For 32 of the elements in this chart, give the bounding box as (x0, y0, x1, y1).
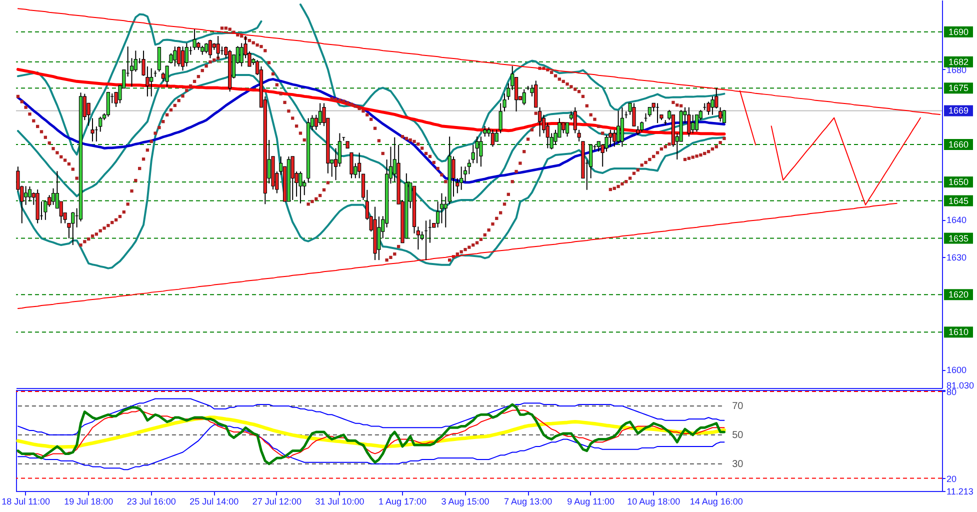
y-tick-label: 1600 (946, 365, 967, 376)
x-tick-label: 27 Jul 12:00 (252, 496, 302, 506)
ref-line-label: 1650 (948, 176, 969, 187)
ref-line-label: 1620 (948, 290, 969, 300)
x-tick-label: 19 Jul 18:00 (64, 496, 114, 506)
ref-line-label: 1635 (948, 233, 969, 244)
x-tick-label: 1 Aug 17:00 (378, 496, 427, 506)
ref-line-label: 1690 (948, 26, 969, 37)
y-tick-label: 11.213 (946, 486, 974, 496)
ref-line-label: 70 (732, 400, 744, 412)
x-tick-label: 3 Aug 15:00 (441, 496, 490, 506)
x-tick-label: 25 Jul 14:00 (190, 496, 239, 506)
x-tick-label: 23 Jul 16:00 (126, 496, 176, 506)
y-tick-label: 1640 (946, 215, 967, 226)
y-tick-label: 81.030 (946, 380, 974, 390)
y-tick-label: 20 (946, 474, 957, 484)
x-tick-label: 14 Aug 16:00 (690, 496, 743, 506)
ref-line-label: 1669 (948, 106, 969, 116)
y-tick-label: 1680 (946, 64, 967, 75)
ref-line-label: 30 (732, 458, 744, 470)
x-tick-label: 7 Aug 13:00 (504, 496, 552, 506)
x-tick-label: 9 Aug 11:00 (567, 496, 615, 506)
ref-line-label: 1645 (948, 196, 969, 206)
ref-line-label: 1610 (948, 327, 969, 338)
y-tick-label: 1630 (946, 252, 967, 263)
x-tick-label: 31 Jul 10:00 (315, 496, 364, 506)
ref-line-label: 1675 (948, 83, 969, 94)
ref-line-label: 50 (732, 430, 744, 441)
ref-line-label: 1682 (948, 56, 969, 67)
ref-line-label: 1660 (948, 139, 969, 150)
x-tick-label: 18 Jul 11:00 (2, 496, 50, 506)
x-tick-label: 10 Aug 18:00 (627, 496, 680, 506)
